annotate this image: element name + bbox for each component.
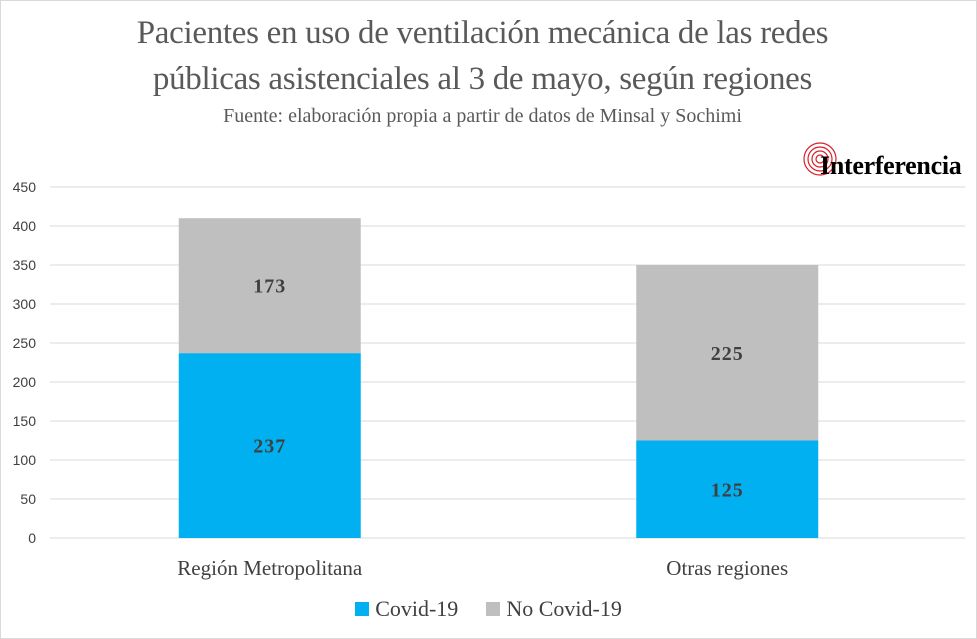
bar-covid-1 [636,440,819,538]
chart-title-line-1: Pacientes en uso de ventilación mecánica… [136,15,829,51]
y-tick-label: 450 [13,179,37,195]
bar-no-covid-0 [178,218,361,354]
y-tick-label: 50 [20,491,36,507]
concentric-circles-icon [803,142,837,176]
y-tick-label: 100 [13,452,37,468]
legend-label-covid: Covid-19 [375,596,459,621]
y-tick-label: 350 [13,257,37,273]
y-tick-label: 250 [13,335,37,351]
data-label: 125 [711,479,744,501]
bar-no-covid-1 [636,265,819,441]
data-labels: 237 173 125 225 [253,276,744,502]
legend-label-no-covid: No Covid-19 [506,596,622,621]
bar-covid-0 [178,353,361,538]
chart-subtitle: Fuente: elaboración propia a partir de d… [223,105,742,127]
y-tick-label: 300 [13,296,37,312]
data-label: 173 [253,276,286,298]
x-axis-ticks: Región Metropolitana Otras regiones [177,556,788,580]
legend-item-no-covid: No Covid-19 [486,596,622,622]
bars [178,218,819,538]
y-axis-ticks: 0 50 100 150 200 250 300 350 400 450 [13,179,37,546]
chart-title-line-2: públicas asistenciales al 3 de mayo, seg… [152,61,813,97]
y-tick-label: 150 [13,413,37,429]
x-tick-label: Región Metropolitana [177,556,363,580]
logo-text: Interferencia [820,151,962,180]
y-tick-label: 400 [13,218,37,234]
y-tick-label: 0 [28,530,36,546]
data-label: 225 [711,343,744,365]
legend: Covid-19 No Covid-19 [0,594,977,624]
interferencia-logo: Interferencia [802,141,977,181]
y-tick-label: 200 [13,374,37,390]
legend-swatch-no-covid [486,602,501,616]
data-label: 237 [253,436,286,458]
legend-swatch-covid [355,602,370,616]
x-tick-label: Otras regiones [666,556,788,580]
legend-item-covid: Covid-19 [355,596,458,622]
